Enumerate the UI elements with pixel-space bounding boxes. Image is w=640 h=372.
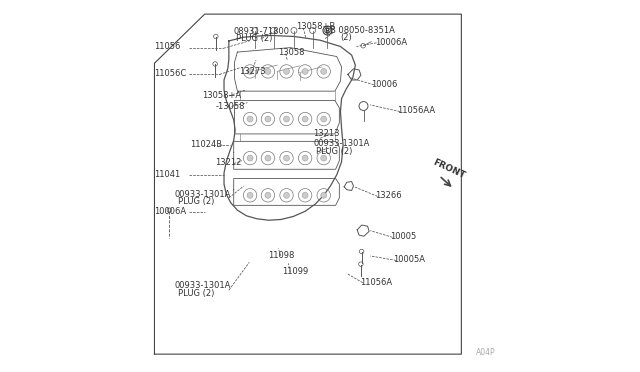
Text: 11056: 11056 [154,42,181,51]
Circle shape [284,155,289,161]
Text: 08931-71800: 08931-71800 [234,27,289,36]
Text: 11056C: 11056C [154,69,187,78]
Text: (2): (2) [340,33,352,42]
Text: 13273: 13273 [239,67,266,76]
Circle shape [321,116,326,122]
Text: 10006: 10006 [371,80,397,89]
Circle shape [247,116,253,122]
Text: 13266: 13266 [375,191,402,200]
Text: 00933-1301A: 00933-1301A [314,139,370,148]
Text: B: B [325,28,330,33]
Text: 13058: 13058 [278,48,305,57]
Circle shape [247,68,253,74]
Circle shape [265,116,271,122]
Circle shape [284,116,289,122]
Text: PLUG (2): PLUG (2) [177,289,214,298]
Text: 13213: 13213 [314,129,340,138]
Text: 11098: 11098 [268,251,294,260]
Circle shape [247,192,253,198]
Circle shape [265,192,271,198]
Text: 11024B: 11024B [190,140,222,149]
Circle shape [247,155,253,161]
Text: 10005A: 10005A [394,255,426,264]
Text: -13058: -13058 [215,102,244,110]
Text: 11041: 11041 [154,170,180,179]
Circle shape [321,192,326,198]
Text: PLUG (2): PLUG (2) [236,34,273,43]
Circle shape [321,68,326,74]
Text: 00933-1301A: 00933-1301A [175,281,231,290]
Circle shape [284,192,289,198]
Text: 11056A: 11056A [360,278,392,287]
Text: 11056AA: 11056AA [397,106,435,115]
Text: FRONT: FRONT [431,158,467,181]
Text: PLUG (2): PLUG (2) [177,197,214,206]
Circle shape [265,68,271,74]
Text: PLUG (2): PLUG (2) [316,147,353,155]
Circle shape [302,116,308,122]
Text: 13058+A: 13058+A [202,92,241,100]
Text: 00933-1301A: 00933-1301A [175,190,231,199]
Text: 10006A: 10006A [375,38,407,46]
Text: B 08050-8351A: B 08050-8351A [330,26,395,35]
Text: 11099: 11099 [282,267,308,276]
Circle shape [321,155,326,161]
Circle shape [302,68,308,74]
Text: 13212: 13212 [215,158,241,167]
Text: 10006A: 10006A [154,207,187,216]
Circle shape [302,192,308,198]
Circle shape [284,68,289,74]
Circle shape [302,155,308,161]
Text: 13058+B: 13058+B [296,22,335,31]
Text: 10005: 10005 [390,232,416,241]
Circle shape [265,155,271,161]
Text: A04P: A04P [476,348,496,357]
